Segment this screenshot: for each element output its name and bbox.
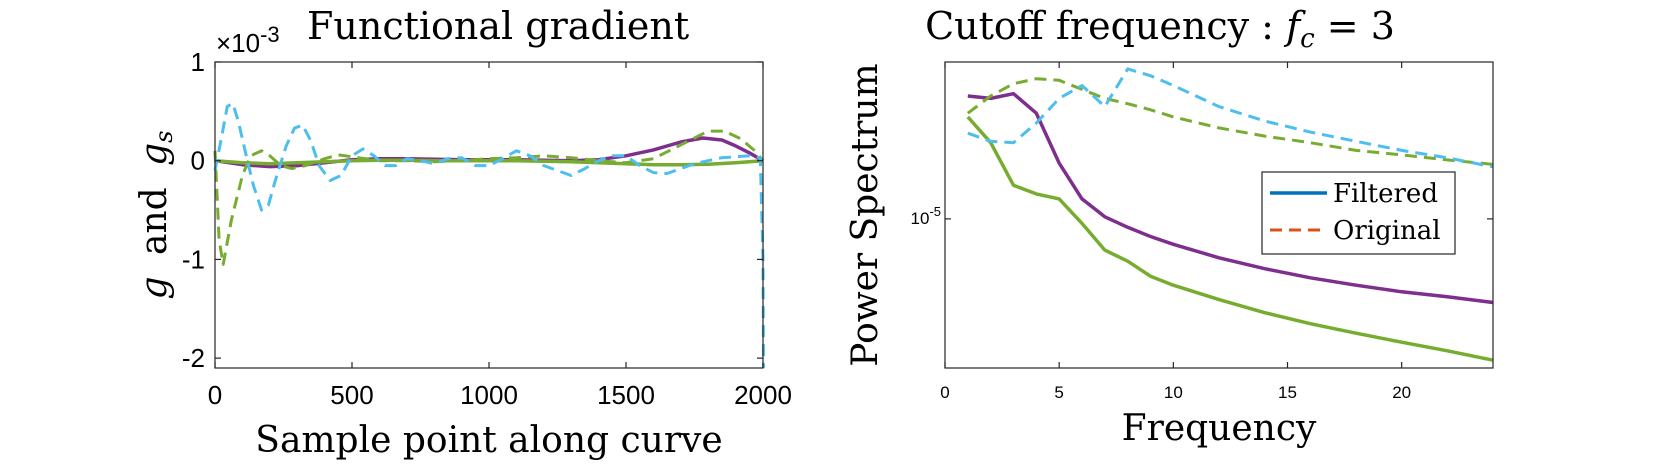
left-y-label-subscript: s <box>150 130 178 142</box>
right-title-suffix: = 3 <box>1315 4 1395 48</box>
right-plot-area <box>966 67 1494 362</box>
right-title-prefix: Cutoff frequency : <box>925 4 1286 48</box>
legend-box <box>1261 171 1456 255</box>
legend-label-filtered: Filtered <box>1333 179 1438 209</box>
left-y-tick-label: 1 <box>191 47 205 77</box>
functional-gradient-chart: Functional gradient ×10-3 0 500 1000 1500 20… <box>134 4 792 461</box>
right-x-axis-label: Frequency <box>1122 408 1317 449</box>
right-x-tick-label: 10 <box>1164 383 1183 402</box>
right-x-tick-label: 5 <box>1054 383 1063 402</box>
left-chart-title: Functional gradient <box>307 4 689 48</box>
left-y-tick-label: 0 <box>191 146 205 176</box>
left-exponent-base: ×10 <box>216 28 260 58</box>
right-title-sub: c <box>1300 24 1315 54</box>
right-series-green-filtered <box>966 115 1494 362</box>
right-y-axis-label: Power Spectrum <box>845 63 886 366</box>
left-series-green-original <box>213 129 765 266</box>
right-series-cyan-original <box>967 67 1494 169</box>
left-series-cyan-original <box>213 102 765 369</box>
left-x-tick-label: 1000 <box>460 380 518 410</box>
left-y-label-and: and <box>134 187 175 255</box>
left-y-tick-label: -1 <box>182 244 205 274</box>
left-x-tick-label: 500 <box>330 380 373 410</box>
power-spectrum-chart: Cutoff frequency : fc = 3 0 5 10 15 20 Frequ… <box>845 4 1494 449</box>
left-x-tick-label: 0 <box>208 380 222 410</box>
left-x-axis-label: Sample point along curve <box>255 420 722 461</box>
right-y-tick-base: 10 <box>911 209 930 228</box>
right-y-tick-power: -5 <box>929 204 941 219</box>
right-axes-box <box>944 61 1494 369</box>
right-series-green-original <box>966 77 1494 166</box>
right-x-tick-label: 0 <box>940 383 949 402</box>
left-x-tick-label: 1500 <box>597 380 655 410</box>
svg-text:g and gs: g and gs <box>134 130 178 299</box>
right-chart-title: Cutoff frequency : fc = 3 <box>925 4 1395 54</box>
legend: Filtered Original <box>1261 171 1456 255</box>
left-y-tick-label: -2 <box>182 343 205 373</box>
left-plot-area <box>213 102 765 369</box>
left-series-green-filtered <box>214 158 764 167</box>
left-axes-box <box>214 61 764 369</box>
right-x-tick-label: 20 <box>1392 383 1411 402</box>
right-axis-ticks: 0 5 10 15 20 <box>940 62 1493 402</box>
left-x-tick-label: 2000 <box>734 380 792 410</box>
left-y-axis-label: g and gs <box>134 130 178 299</box>
left-exponent-power: -3 <box>260 22 280 47</box>
legend-label-original: Original <box>1333 216 1441 246</box>
left-y-label-g: g <box>134 276 175 299</box>
right-x-tick-label: 15 <box>1278 383 1297 402</box>
left-axis-ticks: 0 500 1000 1500 2000 1 0 -1 -2 <box>182 47 792 410</box>
right-series-purple-filtered <box>967 91 1494 305</box>
left-y-label-gs: g <box>134 143 175 166</box>
right-y-tick-label: 10-5 <box>911 204 941 228</box>
left-exponent-label: ×10-3 <box>216 22 280 58</box>
